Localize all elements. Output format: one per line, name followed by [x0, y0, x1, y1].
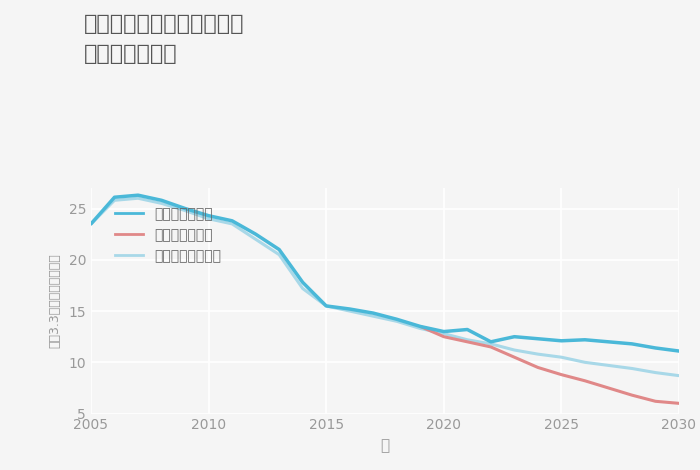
グッドシナリオ [346, 306, 354, 312]
グッドシナリオ [463, 327, 472, 332]
ノーマルシナリオ [369, 313, 377, 319]
ノーマルシナリオ [463, 337, 472, 343]
ノーマルシナリオ [581, 360, 589, 365]
X-axis label: 年: 年 [380, 438, 390, 453]
ノーマルシナリオ [275, 252, 284, 258]
グッドシナリオ [251, 231, 260, 237]
ノーマルシナリオ [134, 196, 142, 201]
グッドシナリオ [298, 280, 307, 285]
グッドシナリオ [557, 338, 566, 344]
グッドシナリオ [111, 195, 119, 200]
ノーマルシナリオ [204, 216, 213, 221]
バッドシナリオ [486, 344, 495, 350]
ノーマルシナリオ [628, 366, 636, 371]
バッドシナリオ [463, 339, 472, 345]
グッドシナリオ [416, 324, 424, 329]
バッドシナリオ [651, 399, 659, 404]
バッドシナリオ [510, 354, 519, 360]
バッドシナリオ [604, 385, 612, 391]
バッドシナリオ [440, 334, 448, 339]
Y-axis label: 坪（3.3㎡）単価（万円）: 坪（3.3㎡）単価（万円） [48, 253, 62, 348]
ノーマルシナリオ [510, 347, 519, 353]
ノーマルシナリオ [111, 197, 119, 203]
バッドシナリオ [533, 365, 542, 370]
ノーマルシナリオ [298, 286, 307, 291]
グッドシナリオ [604, 339, 612, 345]
Text: 三重県伊賀市希望ヶ丘東の
土地の価格推移: 三重県伊賀市希望ヶ丘東の 土地の価格推移 [84, 14, 244, 64]
グッドシナリオ [322, 303, 330, 309]
グッドシナリオ [533, 336, 542, 342]
ノーマルシナリオ [533, 351, 542, 357]
グッドシナリオ [134, 192, 142, 198]
Legend: グッドシナリオ, バッドシナリオ, ノーマルシナリオ: グッドシナリオ, バッドシナリオ, ノーマルシナリオ [110, 202, 227, 269]
ノーマルシナリオ [228, 221, 237, 227]
グッドシナリオ [181, 206, 189, 212]
ノーマルシナリオ [557, 354, 566, 360]
Line: グッドシナリオ: グッドシナリオ [91, 195, 679, 351]
ノーマルシナリオ [393, 319, 401, 324]
ノーマルシナリオ [486, 341, 495, 347]
ノーマルシナリオ [87, 221, 95, 227]
グッドシナリオ [581, 337, 589, 343]
グッドシナリオ [675, 348, 683, 354]
グッドシナリオ [369, 310, 377, 316]
ノーマルシナリオ [416, 326, 424, 331]
ノーマルシナリオ [440, 331, 448, 337]
バッドシナリオ [581, 378, 589, 384]
バッドシナリオ [675, 400, 683, 406]
バッドシナリオ [416, 324, 424, 329]
ノーマルシナリオ [181, 208, 189, 213]
ノーマルシナリオ [604, 362, 612, 368]
グッドシナリオ [651, 345, 659, 351]
グッドシナリオ [158, 197, 166, 203]
ノーマルシナリオ [158, 201, 166, 206]
バッドシナリオ [557, 372, 566, 377]
グッドシナリオ [393, 316, 401, 322]
バッドシナリオ [628, 392, 636, 398]
グッドシナリオ [204, 213, 213, 219]
グッドシナリオ [87, 221, 95, 227]
Line: ノーマルシナリオ: ノーマルシナリオ [91, 198, 679, 376]
グッドシナリオ [486, 339, 495, 345]
ノーマルシナリオ [251, 236, 260, 242]
グッドシナリオ [628, 341, 636, 347]
グッドシナリオ [275, 247, 284, 252]
ノーマルシナリオ [346, 308, 354, 314]
ノーマルシナリオ [675, 373, 683, 378]
グッドシナリオ [228, 218, 237, 224]
グッドシナリオ [440, 329, 448, 334]
ノーマルシナリオ [651, 370, 659, 376]
ノーマルシナリオ [322, 303, 330, 309]
グッドシナリオ [510, 334, 519, 339]
Line: バッドシナリオ: バッドシナリオ [420, 327, 679, 403]
